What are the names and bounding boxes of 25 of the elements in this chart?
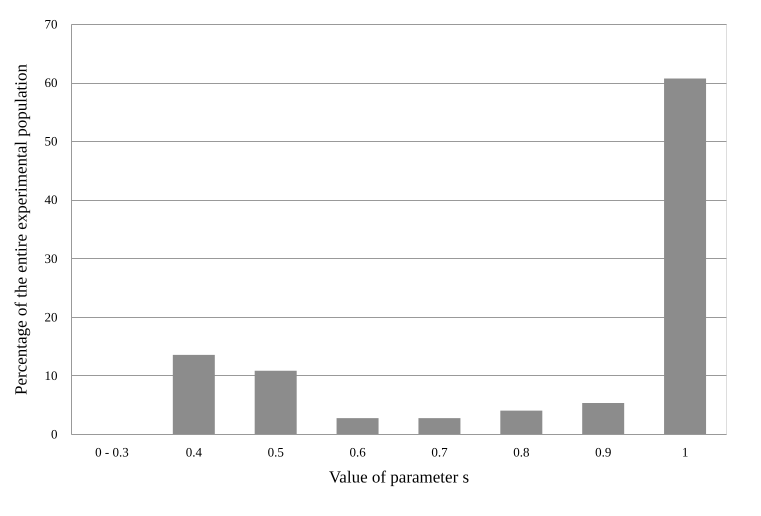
bar xyxy=(582,402,624,434)
x-tick-label: 0.9 xyxy=(595,444,612,460)
y-tick-label: 0 xyxy=(51,426,58,442)
bar xyxy=(418,418,460,434)
y-tick-label: 50 xyxy=(44,134,58,149)
y-tick-label: 20 xyxy=(44,309,58,324)
x-tick-label: 0.7 xyxy=(431,444,448,460)
bar xyxy=(336,418,379,434)
bar xyxy=(172,354,215,434)
x-tick-label: 1 xyxy=(682,444,688,460)
bar xyxy=(664,78,706,434)
y-tick-label: 60 xyxy=(44,75,58,90)
y-tick-label: 70 xyxy=(44,16,58,32)
x-tick-label: 0.5 xyxy=(268,444,284,460)
x-axis-title: Value of parameter s xyxy=(328,468,470,486)
bar xyxy=(254,370,297,434)
y-axis-title: Percentage of the entire experimental population xyxy=(12,64,30,395)
y-tick-label: 10 xyxy=(44,368,58,383)
x-tick-label: 0 - 0.3 xyxy=(95,444,129,460)
bar xyxy=(500,410,542,434)
x-tick-label: 0.6 xyxy=(349,444,366,460)
y-tick-label: 40 xyxy=(44,192,58,208)
x-tick-label: 0.4 xyxy=(186,444,202,460)
y-tick-label: 30 xyxy=(44,250,58,266)
x-tick-label: 0.8 xyxy=(513,444,530,460)
